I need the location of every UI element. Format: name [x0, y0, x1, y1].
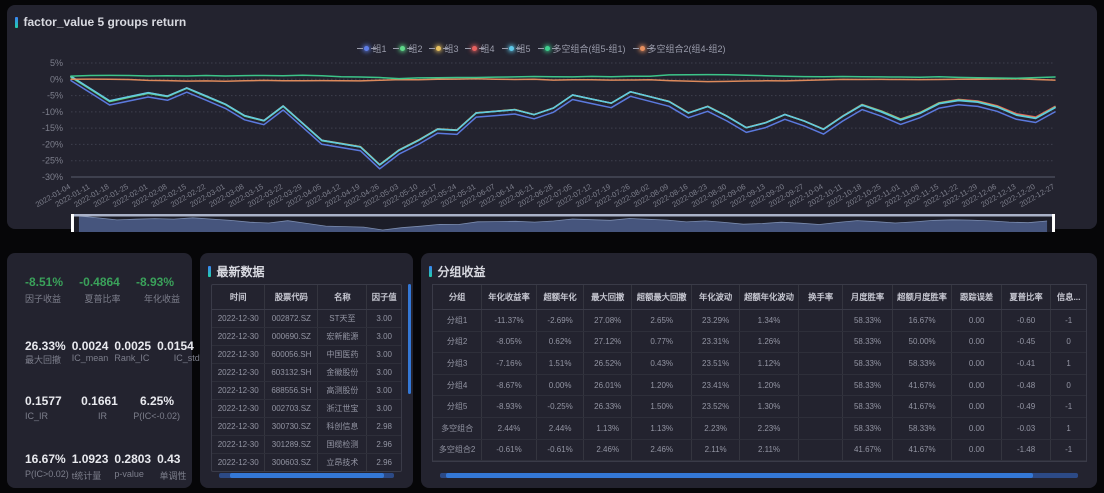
svg-text:-25%: -25%: [42, 156, 63, 166]
svg-text:-20%: -20%: [42, 139, 63, 149]
svg-text:-15%: -15%: [42, 123, 63, 133]
svg-text:-10%: -10%: [42, 107, 63, 117]
svg-text:-5%: -5%: [47, 91, 63, 101]
svg-text:-30%: -30%: [42, 172, 63, 182]
svg-text:5%: 5%: [50, 58, 63, 68]
svg-text:0%: 0%: [50, 74, 63, 84]
